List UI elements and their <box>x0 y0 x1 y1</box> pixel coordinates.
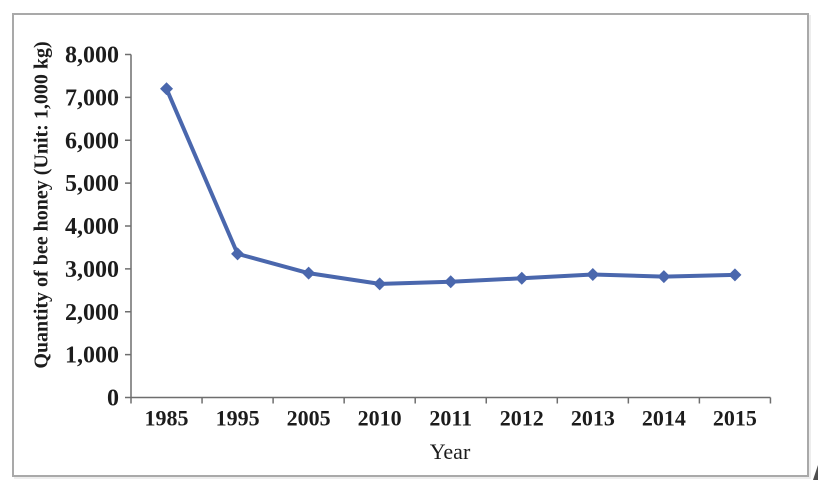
data-point-marker <box>444 275 458 289</box>
y-tick-label: 7,000 <box>65 85 119 111</box>
data-point-marker <box>515 271 529 285</box>
y-tick-label: 2,000 <box>65 300 119 326</box>
cursor-artifact <box>813 465 818 480</box>
y-tick-label: 5,000 <box>65 171 119 197</box>
y-tick-label: 6,000 <box>65 128 119 154</box>
x-tick-label: 2011 <box>429 406 472 431</box>
y-axis-title: Quantity of bee honey (Unit: 1,000 kg) <box>30 41 53 369</box>
data-point-marker <box>231 247 245 261</box>
x-tick-label: 1995 <box>216 406 260 431</box>
chart-border <box>12 13 809 477</box>
y-tick-label: 0 <box>107 386 119 412</box>
data-point-marker <box>373 277 387 291</box>
x-tick-label: 2015 <box>713 406 757 431</box>
x-tick-label: 2013 <box>571 406 615 431</box>
series-line <box>164 86 737 286</box>
data-point-marker <box>586 267 600 281</box>
x-tick-label: 2010 <box>358 406 402 431</box>
data-point-marker <box>728 268 742 282</box>
x-tick-label: 2012 <box>500 406 544 431</box>
y-tick-label: 1,000 <box>65 343 119 369</box>
data-point-marker <box>160 82 174 96</box>
y-tick-label: 4,000 <box>65 214 119 240</box>
x-tick-label: 1985 <box>145 406 189 431</box>
y-tick-label: 3,000 <box>65 257 119 283</box>
y-tick-label: 8,000 <box>65 43 119 69</box>
data-point-marker <box>657 270 671 284</box>
data-point-marker <box>302 266 316 280</box>
x-tick-label: 2005 <box>287 406 331 431</box>
x-tick-label: 2014 <box>642 406 686 431</box>
x-axis-title: Year <box>429 439 471 464</box>
